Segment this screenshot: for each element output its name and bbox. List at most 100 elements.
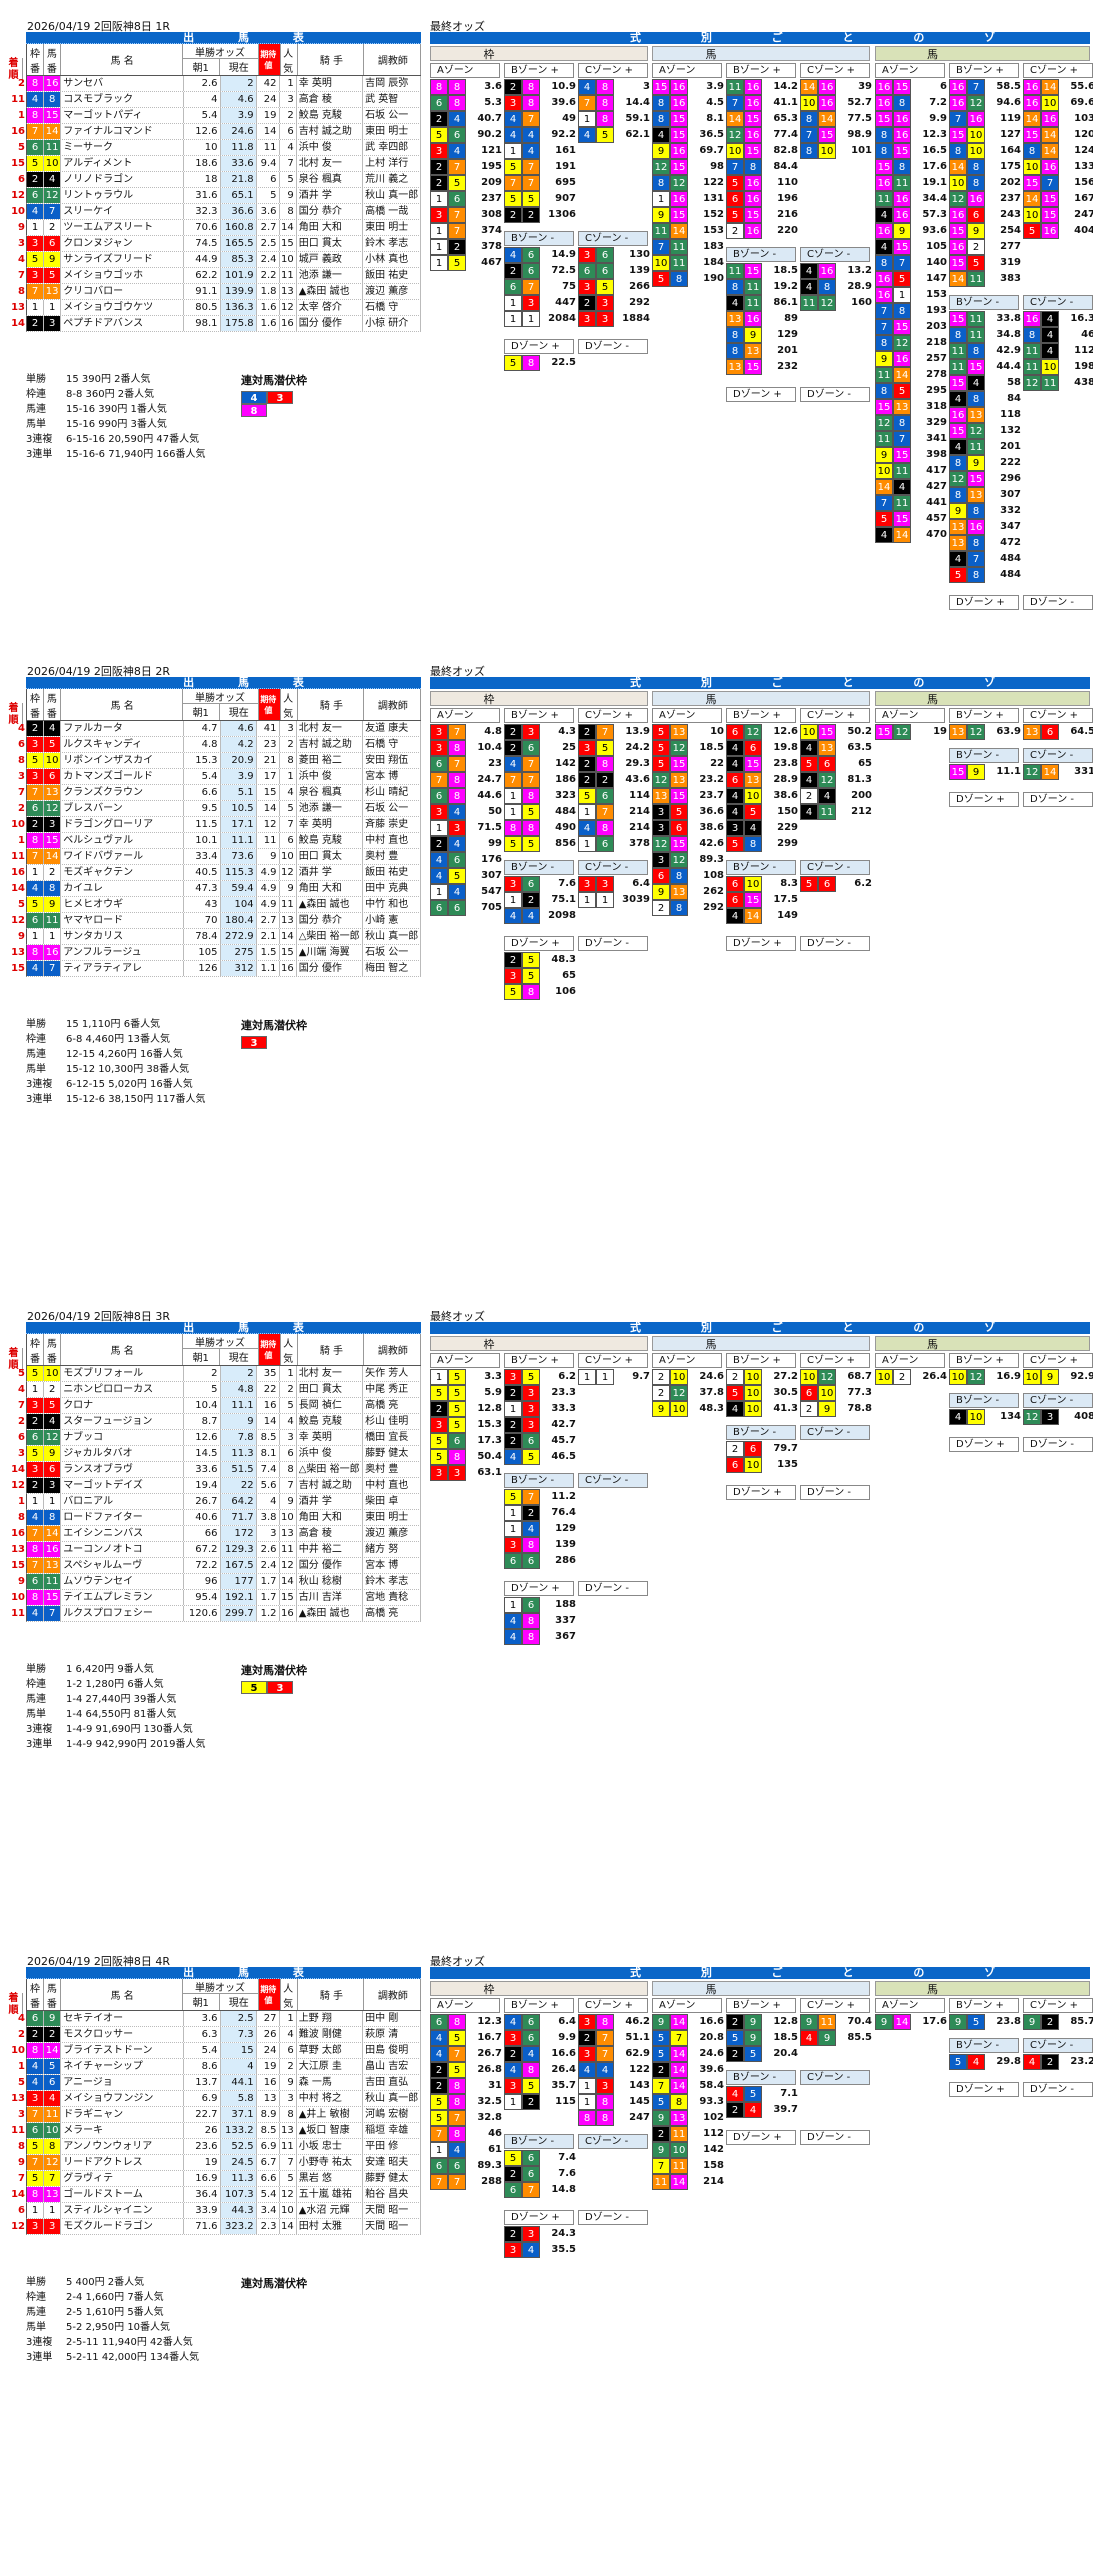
zone-combo-row[interactable]: 1 2 75.1 [504,892,578,908]
zone-combo-row[interactable]: 3 6 38.6 [652,820,726,836]
zone-combo-row[interactable]: 7 7 695 [504,175,578,191]
zone-combo-row[interactable]: 2 3 42.7 [504,1417,578,1433]
zone-combo-row[interactable]: 1 16 131 [652,191,726,207]
zone-combo-row[interactable]: 5 10 30.5 [726,1385,800,1401]
horse-name[interactable]: ネイチャーシップ [61,2059,185,2074]
zone-combo-row[interactable]: 8 9 222 [949,455,1023,471]
zone-combo-row[interactable]: 5 5 856 [504,836,578,852]
zone-combo-row[interactable]: 10 11 417 [875,463,949,479]
horse-name[interactable]: ブライテストドーン [61,2043,185,2058]
zone-combo-row[interactable]: 12 15 42.6 [652,836,726,852]
runner-row[interactable]: 6 3 5 ルクスキャンディ 4.8 4.2 23 2 吉村 誠之助 石橋 守 [18,737,422,753]
zone-combo-row[interactable]: 3 5 65 [504,968,578,984]
zone-combo-row[interactable]: 1 3 447 [504,295,578,311]
zone-combo-row[interactable]: 5 14 24.6 [652,2046,726,2062]
runner-row[interactable]: 1 4 5 ネイチャーシップ 8.6 4 19 2 大江原 圭畠山 吉宏 [18,2059,422,2075]
zone-combo-row[interactable]: 2 4 40.7 [430,111,504,127]
runner-row[interactable]: 4 6 9 セキテイオー 3.6 2.5 27 1 上野 翔田中 剛 [18,2011,422,2027]
horse-name[interactable]: ランスオブラヴ [61,1462,185,1477]
horse-name[interactable]: ユーコンノオトコ [61,1542,185,1557]
zone-combo-row[interactable]: 15 9 11.1 [949,764,1023,780]
zone-combo-row[interactable]: 1 7 374 [430,223,504,239]
runner-row[interactable]: 7 3 5 メイショウゴッホ 62.2 101.9 2.2 11 池添 謙一 飯田 祐史 [18,268,422,284]
zone-combo-row[interactable]: 16 14 55.6 [1023,79,1093,95]
horse-name[interactable]: ゴールドストーム [61,2187,185,2202]
zone-combo-row[interactable]: 10 15 50.2 [800,724,874,740]
horse-name[interactable]: スティルシャイニン [61,2203,185,2218]
zone-combo-row[interactable]: 15 14 120 [1023,127,1093,143]
zone-combo-row[interactable]: 1 8 59.1 [578,111,652,127]
horse-name[interactable]: ドラゴングローリア [61,817,185,832]
zone-combo-row[interactable]: 10 9 92.9 [1023,1369,1093,1385]
zone-combo-row[interactable]: 6 15 17.5 [726,892,800,908]
zone-combo-row[interactable]: 9 15 152 [652,207,726,223]
zone-combo-row[interactable]: 4 15 36.5 [652,127,726,143]
runner-row[interactable]: 5 5 10 モズブリフォール 2 2 35 1 北村 友一 矢作 芳人 [18,1366,422,1382]
zone-combo-row[interactable]: 8 15 8.1 [652,111,726,127]
zone-combo-row[interactable]: 2 9 12.8 [726,2014,800,2030]
horse-name[interactable]: ツーエムアスリート [61,220,185,235]
zone-combo-row[interactable]: 7 8 193 [875,303,949,319]
zone-combo-row[interactable]: 14 11 383 [949,271,1023,287]
runner-row[interactable]: 13 3 4 メイショウフンジン 6.9 5.8 13 3 中村 将之 秋山 真一郎 [11,2091,422,2107]
zone-combo-row[interactable]: 9 10 142 [652,2142,726,2158]
zone-combo-row[interactable]: 2 5 12.8 [430,1401,504,1417]
zone-combo-row[interactable]: 5 6 65 [800,756,874,772]
zone-combo-row[interactable]: 4 9 85.5 [800,2030,874,2046]
zone-combo-row[interactable]: 12 15 296 [949,471,1023,487]
zone-combo-row[interactable]: 2 6 45.7 [504,1433,578,1449]
zone-combo-row[interactable]: 4 8 367 [504,1629,578,1645]
zone-combo-row[interactable]: 16 10 69.6 [1023,95,1093,111]
horse-name[interactable]: メラーキ [61,2123,185,2138]
zone-combo-row[interactable]: 6 13 28.9 [726,772,800,788]
zone-combo-row[interactable]: 16 12 94.6 [949,95,1023,111]
runner-row[interactable]: 12 6 11 ヤマヤロード 70 180.4 2.7 13 国分 恭介 小崎 憲 [11,913,422,929]
zone-combo-row[interactable]: 3 3 63.1 [430,1465,504,1481]
zone-combo-row[interactable]: 2 8 29.3 [578,756,652,772]
runner-row[interactable]: 11 4 7 ルクスプロフェシー 120.6 299.7 1.2 16 ▲森田 誠也 高橋 亮 [11,1606,422,1622]
zone-combo-row[interactable]: 2 7 51.1 [578,2030,652,2046]
zone-combo-row[interactable]: 2 3 24.3 [504,2226,578,2242]
zone-combo-row[interactable]: 16 4 16.3 [1023,311,1093,327]
horse-name[interactable]: ファイナルコマンド [61,124,185,139]
zone-combo-row[interactable]: 15 8 17.6 [875,159,949,175]
zone-combo-row[interactable]: 11 7 341 [875,431,949,447]
runner-row[interactable]: 14 8 13 ゴールドストーム 36.4 107.3 5.4 12 五十嵐 雄祐 粕谷 昌央 [11,2187,422,2203]
zone-combo-row[interactable]: 5 8 106 [504,984,578,1000]
horse-name[interactable]: ドラギニャン [61,2107,185,2122]
runner-row[interactable]: 16 7 14 エイシンニンバス 66 172 3 13 高倉 稜渡辺 薫彦 [11,1526,422,1542]
zone-combo-row[interactable]: 3 5 6.2 [504,1369,578,1385]
horse-name[interactable]: アンフルラージュ [61,945,185,960]
zone-combo-row[interactable]: 7 11 441 [875,495,949,511]
zone-combo-row[interactable]: 9 10 48.3 [652,1401,726,1417]
zone-combo-row[interactable]: 5 15 216 [726,207,800,223]
zone-combo-row[interactable]: 3 4 50 [430,804,504,820]
zone-combo-row[interactable]: 16 13 118 [949,407,1023,423]
zone-combo-row[interactable]: 5 8 22.5 [504,355,578,371]
runner-row[interactable]: 10 8 14 ブライテストドーン 5.4 15 24 6 草野 太郎 田島 俊明 [11,2043,422,2059]
zone-combo-row[interactable]: 3 12 89.3 [652,852,726,868]
zone-combo-row[interactable]: 5 6 6.2 [800,876,874,892]
zone-combo-row[interactable]: 1 1 2084 [504,311,578,327]
horse-name[interactable]: バロニアル [61,1494,185,1509]
zone-combo-row[interactable]: 6 6 705 [430,900,504,916]
zone-combo-row[interactable]: 3 3 6.4 [578,876,652,892]
zone-combo-row[interactable]: 9 15 398 [875,447,949,463]
zone-combo-row[interactable]: 4 10 41.3 [726,1401,800,1417]
zone-combo-row[interactable]: 9 14 16.6 [652,2014,726,2030]
zone-combo-row[interactable]: 3 8 39.6 [504,95,578,111]
runner-row[interactable]: 8 4 8 ロードファイター 40.6 71.7 3.8 10 角田 大和 東田 明士 [18,1510,422,1526]
zone-combo-row[interactable]: 16 1 153 [875,287,949,303]
zone-combo-row[interactable]: 4 2 23.2 [1023,2054,1093,2070]
zone-combo-row[interactable]: 4 8 26.4 [504,2062,578,2078]
zone-combo-row[interactable]: 8 12 122 [652,175,726,191]
horse-name[interactable]: ジャカルタバオ [61,1446,185,1461]
zone-combo-row[interactable]: 6 8 12.3 [430,2014,504,2030]
zone-combo-row[interactable]: 4 4 2098 [504,908,578,924]
zone-combo-row[interactable]: 7 7 288 [430,2174,504,2190]
runner-row[interactable]: 5 5 9 ヒメヒオウギ 43 104 4.9 11 ▲森田 誠也 中竹 和也 [18,897,422,913]
runner-row[interactable]: 2 6 12 ブレスバーン 9.5 10.5 14 5 池添 謙一 石坂 公一 [18,801,422,817]
runner-row[interactable]: 6 6 12 ナブッコ 12.6 7.8 8.5 3 幸 英明 橋田 宜長 [18,1430,422,1446]
runner-row[interactable]: 8 7 13 クリコバロー 91.1 139.9 1.8 13 ▲森田 誠也 渡辺 薫彦 [18,284,422,300]
runner-row[interactable]: 13 8 16 ユーコンノオトコ 67.2 129.3 2.6 11 中井 裕二 緒方 努 [11,1542,422,1558]
